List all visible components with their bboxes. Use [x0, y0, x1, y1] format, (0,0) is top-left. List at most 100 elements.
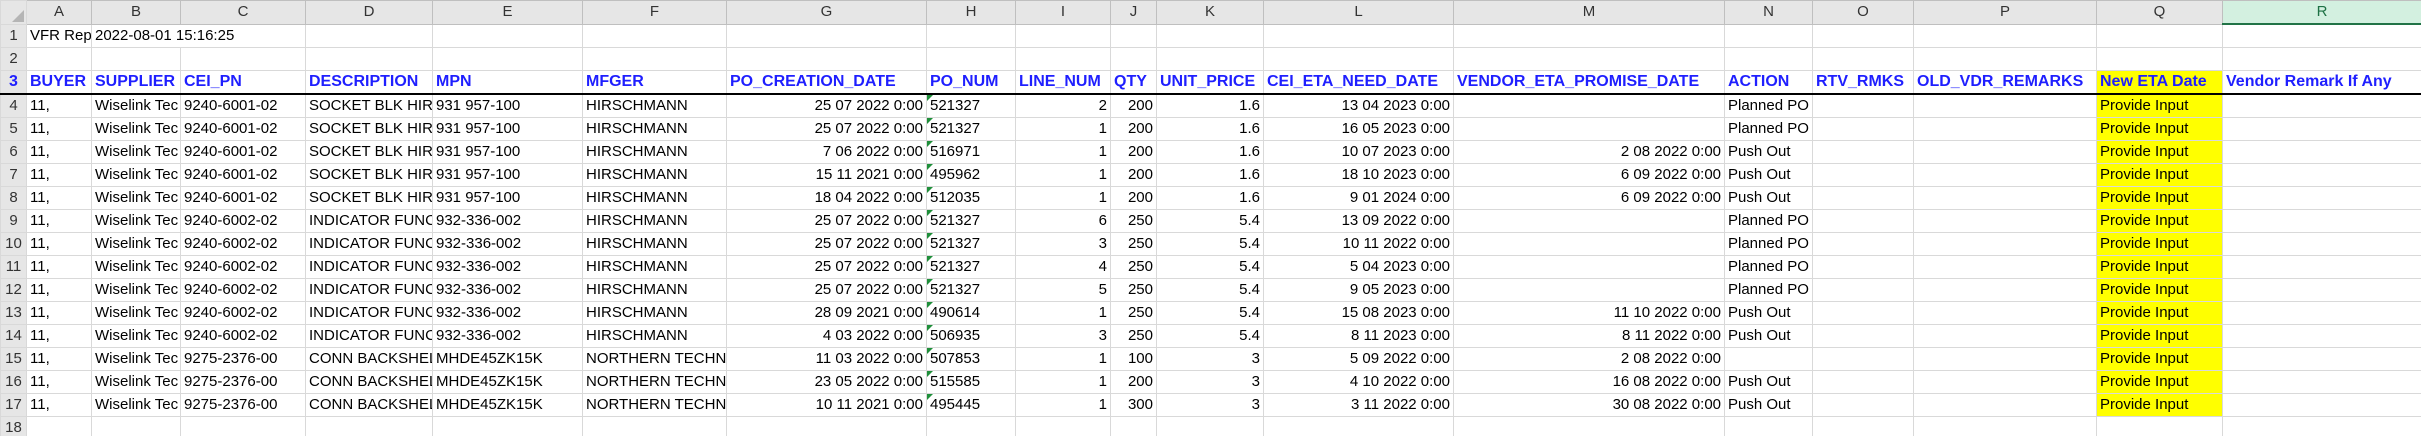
cell-old-vdr-remarks[interactable] [1913, 415, 2097, 436]
cell-qty[interactable]: 100 [1110, 346, 1157, 371]
cell-action[interactable]: Push Out [1724, 392, 1813, 417]
cell-new-eta-date[interactable] [2096, 415, 2223, 436]
cell-unit-price[interactable]: 5.4 [1156, 254, 1264, 279]
cell-old-vdr-remarks[interactable] [1913, 277, 2097, 302]
column-label-po-num[interactable]: PO_NUM [926, 69, 1016, 95]
cell-new-eta-date[interactable]: Provide Input [2096, 162, 2223, 187]
column-header-d[interactable]: D [305, 0, 433, 25]
cell-old-vdr-remarks[interactable] [1913, 208, 2097, 233]
cell-buyer[interactable]: 11, [26, 323, 92, 348]
cell-cei-pn[interactable]: 9240-6001-02 [180, 162, 306, 187]
cell-mpn[interactable]: 931 957-100 [432, 185, 583, 210]
cell-mpn[interactable]: 932-336-002 [432, 231, 583, 256]
cell-new-eta-date[interactable]: Provide Input [2096, 208, 2223, 233]
column-header-n[interactable]: N [1724, 0, 1813, 25]
cell-old-vdr-remarks[interactable] [1913, 116, 2097, 141]
cell-po-creation-date[interactable]: 28 09 2021 0:00 [726, 300, 927, 325]
cell[interactable] [1110, 23, 1157, 48]
cell[interactable] [1724, 46, 1813, 71]
cell-vendor-eta-promise-date[interactable] [1453, 254, 1725, 279]
column-label-old-vdr-remarks[interactable]: OLD_VDR_REMARKS [1913, 69, 2097, 95]
cell-vendor-remark-if-any[interactable] [2222, 369, 2421, 394]
cell-cei-eta-need-date[interactable]: 13 09 2022 0:00 [1263, 208, 1454, 233]
cell-cei-eta-need-date[interactable]: 8 11 2023 0:00 [1263, 323, 1454, 348]
cell[interactable] [1110, 46, 1157, 71]
cell-line-num[interactable]: 3 [1015, 323, 1111, 348]
cell-po-num[interactable]: 495445 [926, 392, 1016, 417]
cell-description[interactable]: INDICATOR FUNC [305, 323, 433, 348]
column-label-cei-pn[interactable]: CEI_PN [180, 69, 306, 95]
cell-po-num[interactable]: 521327 [926, 277, 1016, 302]
cell[interactable] [305, 46, 433, 71]
cell-vendor-eta-promise-date[interactable] [1453, 231, 1725, 256]
cell-new-eta-date[interactable]: Provide Input [2096, 392, 2223, 417]
cell-vendor-remark-if-any[interactable] [2222, 415, 2421, 436]
cell-line-num[interactable]: 1 [1015, 116, 1111, 141]
cell-qty[interactable]: 250 [1110, 231, 1157, 256]
cell-line-num[interactable]: 3 [1015, 231, 1111, 256]
cell[interactable] [1812, 23, 1914, 48]
row-header[interactable]: 1 [0, 23, 27, 48]
cell-unit-price[interactable]: 3 [1156, 369, 1264, 394]
row-header[interactable]: 5 [0, 116, 27, 141]
column-header-e[interactable]: E [432, 0, 583, 25]
cell-mpn[interactable]: 932-336-002 [432, 254, 583, 279]
cell-mfger[interactable]: HIRSCHMANN [582, 277, 727, 302]
column-label-vendor-remark-if-any[interactable]: Vendor Remark If Any [2222, 69, 2421, 95]
column-header-k[interactable]: K [1156, 0, 1264, 25]
cell-cei-pn[interactable]: 9275-2376-00 [180, 346, 306, 371]
cell-supplier[interactable]: Wiselink Tec [91, 231, 181, 256]
cell[interactable] [432, 46, 583, 71]
row-header[interactable]: 14 [0, 323, 27, 348]
cell-old-vdr-remarks[interactable] [1913, 392, 2097, 417]
cell-mpn[interactable]: 932-336-002 [432, 208, 583, 233]
column-label-unit-price[interactable]: UNIT_PRICE [1156, 69, 1264, 95]
cell-cei-eta-need-date[interactable]: 5 04 2023 0:00 [1263, 254, 1454, 279]
cell-description[interactable]: CONN BACKSHELL [305, 346, 433, 371]
cell-rtv-rmks[interactable] [1812, 369, 1914, 394]
cell-cei-eta-need-date[interactable] [1263, 415, 1454, 436]
cell-vendor-remark-if-any[interactable] [2222, 185, 2421, 210]
cell-vendor-remark-if-any[interactable] [2222, 323, 2421, 348]
cell-po-num[interactable]: 521327 [926, 208, 1016, 233]
cell-rtv-rmks[interactable] [1812, 300, 1914, 325]
cell[interactable] [1263, 23, 1454, 48]
cell-action[interactable]: Planned PO [1724, 277, 1813, 302]
cell-qty[interactable]: 200 [1110, 93, 1157, 118]
cell-mpn[interactable]: 931 957-100 [432, 139, 583, 164]
cell-vendor-eta-promise-date[interactable]: 8 11 2022 0:00 [1453, 323, 1725, 348]
cell-line-num[interactable]: 1 [1015, 139, 1111, 164]
cell-qty[interactable]: 250 [1110, 208, 1157, 233]
cell-action[interactable]: Push Out [1724, 369, 1813, 394]
cell-description[interactable]: SOCKET BLK HIRS( [305, 185, 433, 210]
row-header[interactable]: 17 [0, 392, 27, 417]
cell-action[interactable]: Push Out [1724, 323, 1813, 348]
cell-description[interactable] [305, 415, 433, 436]
cell-cei-pn[interactable]: 9240-6001-02 [180, 116, 306, 141]
cell-line-num[interactable]: 1 [1015, 392, 1111, 417]
cell-qty[interactable]: 200 [1110, 369, 1157, 394]
cell-description[interactable]: INDICATOR FUNC [305, 254, 433, 279]
cell-supplier[interactable] [91, 415, 181, 436]
row-header[interactable]: 6 [0, 139, 27, 164]
cell-qty[interactable]: 250 [1110, 323, 1157, 348]
cell-mfger[interactable]: HIRSCHMANN [582, 116, 727, 141]
row-header[interactable]: 12 [0, 277, 27, 302]
column-label-line-num[interactable]: LINE_NUM [1015, 69, 1111, 95]
cell-vendor-remark-if-any[interactable] [2222, 392, 2421, 417]
cell[interactable] [91, 46, 181, 71]
cell-po-creation-date[interactable]: 25 07 2022 0:00 [726, 116, 927, 141]
cell-description[interactable]: INDICATOR FUNC [305, 300, 433, 325]
cell-mpn[interactable]: 931 957-100 [432, 93, 583, 118]
cell-qty[interactable]: 250 [1110, 300, 1157, 325]
cell-old-vdr-remarks[interactable] [1913, 300, 2097, 325]
cell-rtv-rmks[interactable] [1812, 208, 1914, 233]
column-label-mpn[interactable]: MPN [432, 69, 583, 95]
cell-buyer[interactable]: 11, [26, 231, 92, 256]
column-header-q[interactable]: Q [2096, 0, 2223, 25]
cell-po-num[interactable]: 521327 [926, 93, 1016, 118]
cell-unit-price[interactable]: 3 [1156, 392, 1264, 417]
cell-vendor-eta-promise-date[interactable] [1453, 116, 1725, 141]
column-label-new-eta-date[interactable]: New ETA Date [2096, 69, 2223, 95]
cell-line-num[interactable]: 1 [1015, 300, 1111, 325]
